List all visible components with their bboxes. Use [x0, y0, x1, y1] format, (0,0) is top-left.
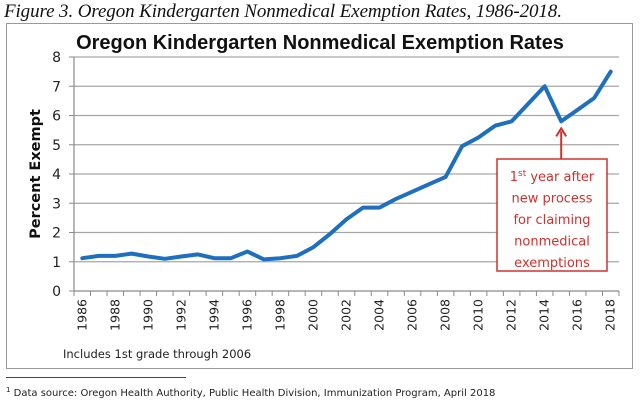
chart-note: Includes 1st grade through 2006 [63, 347, 251, 361]
x-tick-label: 2010 [471, 299, 486, 331]
x-tick-label: 1990 [140, 299, 155, 331]
x-tick-label: 2004 [372, 299, 387, 331]
annotation-arrowhead [555, 126, 568, 137]
y-tick-label: 5 [52, 138, 61, 154]
x-tick-label: 2018 [603, 299, 618, 331]
x-tick-label: 2016 [570, 299, 585, 331]
y-tick-label: 3 [52, 196, 61, 212]
x-tick-label: 1996 [239, 299, 254, 331]
x-tick-label: 2014 [537, 299, 552, 331]
y-tick-label: 6 [52, 109, 61, 125]
annotation-line: nonmedical [514, 235, 590, 250]
x-tick-label: 1992 [173, 299, 188, 331]
y-tick-label: 0 [52, 284, 61, 300]
annotation-ordinal: 1 [510, 170, 518, 185]
x-tick-label: 2008 [438, 299, 453, 331]
y-tick-label: 4 [52, 167, 61, 183]
x-tick-label: 1994 [206, 299, 221, 331]
annotation-line: exemptions [514, 256, 590, 271]
annotation-line: for claiming [513, 213, 590, 228]
x-tick-label: 2012 [504, 299, 519, 331]
y-axis-title: Percent Exempt [28, 109, 44, 239]
series-line [80, 69, 613, 262]
annotation-line: 1st year after [510, 169, 595, 185]
x-tick-label: 2000 [305, 299, 320, 331]
x-axis: 1986 1988 1990 1992 1994 1996 1998 2000 2002 2004… [73, 57, 620, 331]
y-tick-label: 1 [52, 255, 61, 271]
annotation-box [496, 158, 608, 272]
footnote-divider [6, 377, 186, 378]
annotation-superscript: st [518, 169, 527, 179]
footnote-marker: 1 [6, 386, 11, 394]
annotation-text: year after [526, 170, 595, 185]
series-group [80, 69, 613, 262]
x-tick-label: 2002 [339, 299, 354, 331]
x-tick-label: 2006 [405, 299, 420, 331]
footnote: 1 Data source: Oregon Health Authority, … [6, 386, 495, 399]
footnote-text: Data source: Oregon Health Authority, Pu… [13, 388, 496, 399]
y-axis-ticks: 0 1 2 3 4 5 6 7 8 [52, 50, 74, 300]
annotation-group: 1st year after new process for claiming non… [496, 126, 608, 272]
x-tick-label: 1986 [74, 299, 89, 331]
x-tick-label: 1998 [272, 299, 287, 331]
x-tick-label: 1988 [107, 299, 122, 331]
y-tick-label: 7 [52, 79, 61, 95]
annotation-line: new process [512, 192, 593, 207]
y-tick-label: 8 [52, 50, 61, 66]
chart-title: Oregon Kindergarten Nonmedical Exemption… [76, 32, 564, 54]
y-tick-label: 2 [52, 226, 61, 242]
figure-caption: Figure 3. Oregon Kindergarten Nonmedical… [4, 1, 562, 22]
